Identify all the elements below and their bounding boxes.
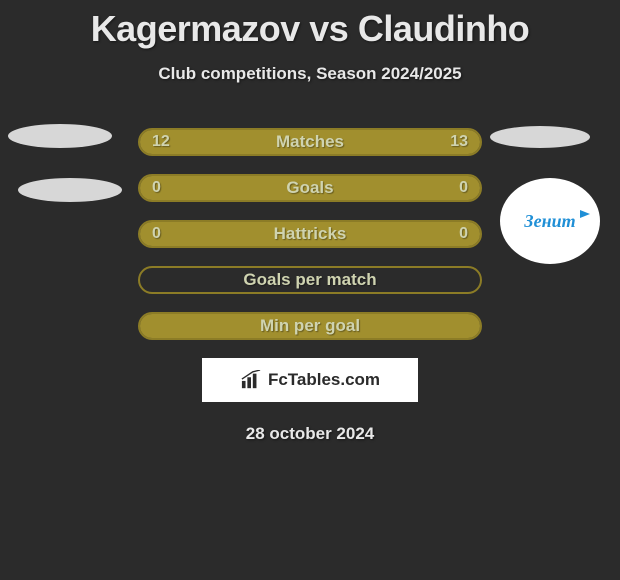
stat-row: Goals 0 0	[138, 174, 482, 202]
stat-row: Min per goal	[138, 312, 482, 340]
left-ellipse-top	[8, 124, 112, 148]
stat-right-value: 0	[459, 225, 468, 243]
stat-right-value: 13	[450, 133, 468, 151]
stat-row: Goals per match	[138, 266, 482, 294]
fctables-label: FcTables.com	[268, 370, 380, 390]
stat-row: Hattricks 0 0	[138, 220, 482, 248]
right-ellipse-top	[490, 126, 590, 148]
stat-left-value: 0	[152, 225, 161, 243]
stat-row: Matches 12 13	[138, 128, 482, 156]
stat-right-value: 0	[459, 179, 468, 197]
left-ellipse-bottom	[18, 178, 122, 202]
date-label: 28 october 2024	[0, 424, 620, 444]
subtitle: Club competitions, Season 2024/2025	[0, 64, 620, 84]
fctables-watermark: FcTables.com	[202, 358, 418, 402]
club-badge-right: Зенит	[500, 178, 600, 264]
stat-label: Matches	[276, 132, 344, 152]
stat-label: Goals per match	[243, 270, 376, 290]
stat-label: Hattricks	[274, 224, 347, 244]
bar-chart-icon	[240, 370, 262, 390]
page-title: Kagermazov vs Claudinho	[0, 0, 620, 50]
stat-left-value: 0	[152, 179, 161, 197]
stat-label: Min per goal	[260, 316, 360, 336]
stat-label: Goals	[286, 178, 333, 198]
zenit-label: Зенит	[524, 211, 575, 232]
zenit-arrow-icon	[580, 210, 590, 218]
stat-left-value: 12	[152, 133, 170, 151]
